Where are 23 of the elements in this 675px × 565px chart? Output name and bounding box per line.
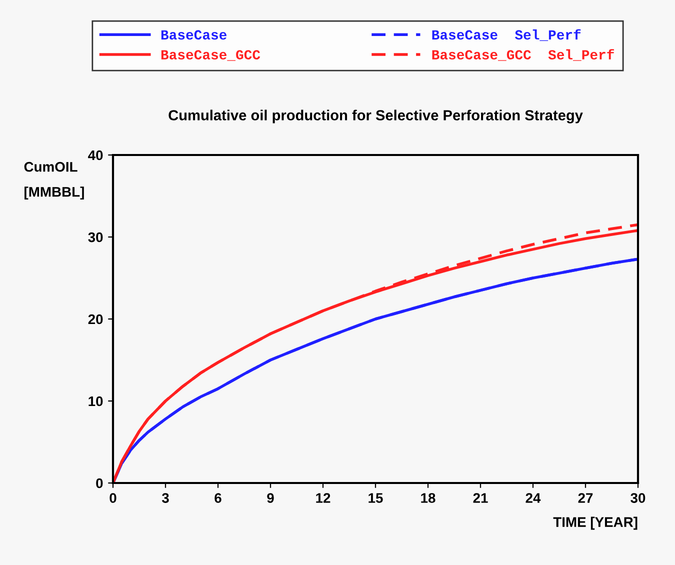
x-tick-label: 30 (630, 493, 646, 503)
x-tick-label: 3 (162, 493, 169, 503)
x-tick-label: 21 (473, 493, 488, 503)
x-tick-label: 18 (421, 493, 436, 503)
x-tick-label: 6 (214, 493, 222, 503)
y-tick-label: 20 (88, 314, 103, 324)
legend-label: BaseCase Sel_Perf (432, 29, 581, 41)
x-tick-label: 0 (110, 493, 116, 503)
chart-title: Cumulative oil production for Selective Perforation Strategy (168, 110, 583, 124)
legend-label: BaseCase_GCC Sel_Perf (432, 49, 614, 61)
y-tick-label: 0 (96, 478, 103, 488)
x-tick-label: 27 (578, 493, 593, 503)
x-tick-label: 24 (526, 493, 541, 503)
y-tick-label: 40 (88, 150, 103, 160)
legend-label: BaseCase_GCC (161, 50, 260, 61)
y-tick-label: 10 (88, 396, 103, 406)
x-tick-label: 12 (316, 493, 330, 503)
legend-label: BaseCase (161, 30, 226, 40)
y-axis-title: CumOIL [MMBBL] (24, 162, 84, 200)
x-axis-title: TIME [YEAR] (553, 516, 638, 530)
x-tick-label: 9 (267, 493, 274, 503)
y-tick-label: 30 (88, 232, 103, 242)
x-tick-label: 15 (368, 493, 383, 503)
